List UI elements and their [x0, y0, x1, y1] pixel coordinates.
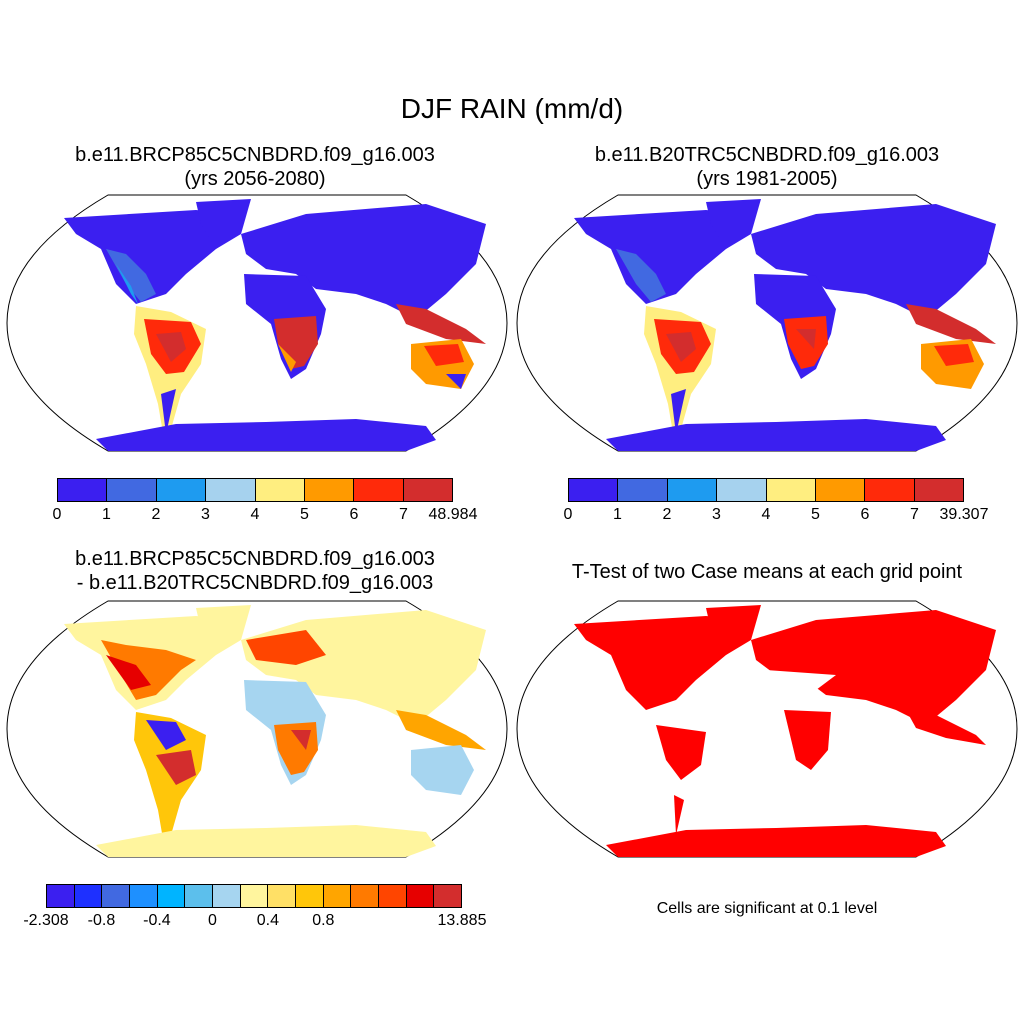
panel-2-title: b.e11.B20TRC5CNBDRD.f09_g16.003 (yrs 198… — [532, 143, 1002, 191]
map-panel-3 — [6, 600, 508, 858]
colorbar-tick-label: 0 — [563, 506, 573, 523]
colorbar-swatch — [914, 479, 963, 501]
colorbar-swatch — [130, 885, 158, 907]
colorbar-swatch — [354, 479, 404, 501]
colorbar-swatch — [185, 885, 214, 907]
colorbar-swatch — [102, 885, 131, 907]
colorbar-tick-label: -0.4 — [143, 912, 171, 929]
colorbar-swatch — [107, 479, 157, 501]
colorbar-tick-label: 3 — [712, 506, 721, 523]
colorbar-swatch — [157, 885, 186, 907]
figure-title: DJF RAIN (mm/d) — [400, 93, 624, 124]
panel-1-title-line1: b.e11.BRCP85C5CNBDRD.f09_g16.003 — [75, 144, 435, 166]
colorbar-tick-label: 4 — [761, 506, 771, 523]
panel-2-title-line2: (yrs 1981-2005) — [696, 168, 838, 190]
colorbar-tick-label: 1 — [613, 506, 622, 523]
significance-note: Cells are significant at 0.1 level — [656, 900, 878, 917]
map-panel-2 — [516, 194, 1018, 452]
colorbar-swatch — [667, 479, 718, 501]
colorbar-tick-label: 4 — [250, 506, 260, 523]
colorbar-swatch — [815, 479, 866, 501]
eurasia — [241, 204, 486, 319]
colorbar-swatch — [156, 479, 207, 501]
colorbar-swatch — [323, 885, 352, 907]
colorbar-tick-label: 3 — [201, 506, 210, 523]
colorbar-tick-label: 0 — [207, 912, 217, 929]
colorbar-tick-label: 39.307 — [939, 506, 989, 523]
panel-3-title-line2: - b.e11.B20TRC5CNBDRD.f09_g16.003 — [76, 572, 434, 594]
panel-1-title-line2: (yrs 2056-2080) — [184, 168, 326, 190]
colorbar-tick-label: 48.984 — [428, 506, 478, 523]
colorbar-swatch — [268, 885, 297, 907]
colorbar-tick-label: 2 — [662, 506, 672, 523]
panel-2-title-line1: b.e11.B20TRC5CNBDRD.f09_g16.003 — [594, 144, 940, 166]
colorbar-tick-label: 13.885 — [437, 912, 487, 929]
colorbar-swatch — [569, 479, 619, 501]
colorbar-tick-label: 5 — [300, 506, 309, 523]
colorbar-tick-label: 6 — [860, 506, 870, 523]
colorbar-tick-label: 7 — [399, 506, 408, 523]
colorbar-swatch — [213, 885, 241, 907]
colorbar-tick-label: 7 — [910, 506, 919, 523]
panel-3-title-line1: b.e11.BRCP85C5CNBDRD.f09_g16.003 — [75, 548, 435, 570]
colorbar-tick-label: 0 — [52, 506, 62, 523]
colorbar-swatch — [865, 479, 915, 501]
map-panel-4 — [516, 600, 1018, 858]
colorbar-swatch — [434, 885, 462, 907]
colorbar-swatch — [379, 885, 407, 907]
colorbar-swatch — [717, 479, 767, 501]
colorbar-swatch — [351, 885, 380, 907]
colorbar-swatch — [296, 885, 324, 907]
colorbar-swatch — [406, 885, 435, 907]
colorbar-swatch — [304, 479, 355, 501]
colorbar-tick-label: 2 — [151, 506, 161, 523]
colorbar-1 — [57, 478, 453, 502]
colorbar-swatch — [403, 479, 452, 501]
colorbar-tick-label: 5 — [811, 506, 820, 523]
colorbar-3 — [46, 884, 462, 908]
panel-4-title: T-Test of two Case means at each grid po… — [571, 561, 963, 583]
greenland — [196, 199, 251, 249]
colorbar-swatch — [47, 885, 75, 907]
colorbar-swatch — [206, 479, 256, 501]
colorbar-tick-label: 6 — [349, 506, 359, 523]
colorbar-tick-label: 0.4 — [256, 912, 279, 929]
panel-3-title: b.e11.BRCP85C5CNBDRD.f09_g16.003 - b.e11… — [20, 547, 490, 595]
colorbar-swatch — [766, 479, 816, 501]
colorbar-swatch — [255, 479, 305, 501]
map-panel-1 — [6, 194, 508, 452]
colorbar-2 — [568, 478, 964, 502]
panel-1-title: b.e11.BRCP85C5CNBDRD.f09_g16.003 (yrs 20… — [20, 143, 490, 191]
colorbar-swatch — [240, 885, 269, 907]
colorbar-swatch — [58, 479, 108, 501]
colorbar-tick-label: 1 — [102, 506, 111, 523]
colorbar-tick-label: -0.8 — [87, 912, 116, 929]
colorbar-tick-label: -2.308 — [23, 912, 69, 929]
colorbar-swatch — [74, 885, 103, 907]
north-america — [64, 210, 236, 304]
colorbar-tick-label: 0.8 — [312, 912, 335, 929]
colorbar-swatch — [618, 479, 668, 501]
antarctica — [96, 419, 436, 451]
